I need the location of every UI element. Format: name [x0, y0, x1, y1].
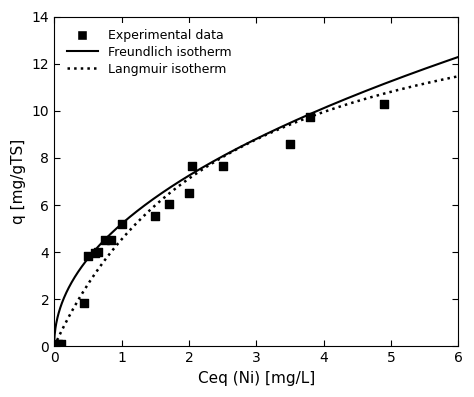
Point [286, 141, 294, 147]
Legend: Experimental data, Freundlich isotherm, Langmuir isotherm: Experimental data, Freundlich isotherm, … [60, 23, 238, 82]
Point [101, 237, 109, 244]
Point [189, 163, 196, 170]
Point [185, 190, 193, 197]
Point [306, 114, 314, 120]
Point [165, 201, 173, 207]
Point [108, 237, 115, 244]
Point [84, 252, 91, 259]
Point [118, 221, 125, 227]
Point [91, 250, 99, 256]
Point [94, 249, 102, 255]
Point [219, 163, 227, 170]
Point [54, 341, 61, 347]
Point [151, 212, 159, 219]
Point [81, 300, 88, 306]
Point [381, 100, 388, 107]
Y-axis label: q [mg/gTS]: q [mg/gTS] [11, 139, 26, 224]
X-axis label: Ceq (Ni) [mg/L]: Ceq (Ni) [mg/L] [198, 371, 315, 386]
Point [57, 341, 64, 347]
